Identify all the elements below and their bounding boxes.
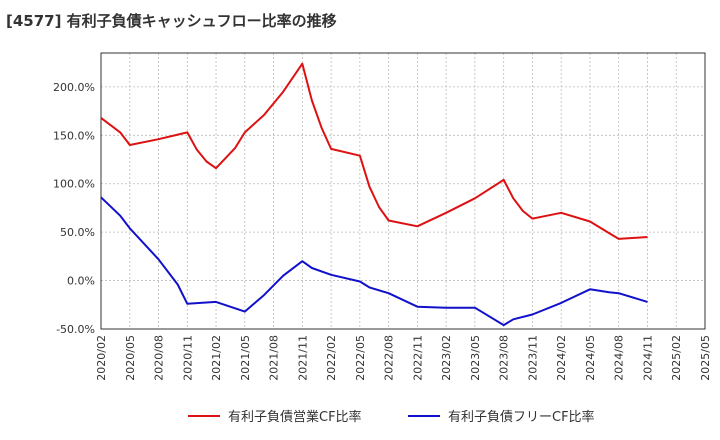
- x-tick-label: 2020/11: [181, 335, 194, 381]
- x-tick-label: 2022/05: [354, 335, 367, 381]
- x-tick-label: 2023/05: [469, 335, 482, 381]
- x-tick-label: 2021/05: [239, 335, 252, 381]
- x-tick-label: 2024/05: [584, 335, 597, 381]
- chart-title: [4577] 有利子負債キャッシュフロー比率の推移: [6, 12, 337, 30]
- plot-frame: [100, 52, 706, 330]
- x-tick-label: 2022/08: [383, 335, 396, 381]
- y-tick-label: 100.0%: [53, 178, 95, 191]
- x-tick-label: 2020/02: [95, 335, 108, 381]
- legend-label-1: 有利子負債フリーCF比率: [448, 409, 595, 425]
- y-tick-label: 0.0%: [67, 275, 95, 288]
- x-tick-label: 2021/02: [210, 335, 223, 381]
- x-tick-label: 2023/08: [498, 335, 511, 381]
- x-tick-label: 2025/02: [670, 335, 683, 381]
- x-tick-label: 2025/05: [699, 335, 712, 381]
- plot-area: [101, 53, 705, 329]
- x-tick-label: 2020/05: [124, 335, 137, 381]
- x-tick-label: 2023/02: [440, 335, 453, 381]
- y-tick-label: 50.0%: [60, 226, 95, 239]
- series-line-0: [100, 62, 648, 240]
- x-tick-label: 2020/08: [153, 335, 166, 381]
- y-tick-label: 150.0%: [53, 129, 95, 142]
- x-tick-label: 2022/11: [411, 335, 424, 381]
- y-tick-label: -50.0%: [56, 323, 95, 336]
- y-tick-label: 200.0%: [53, 81, 95, 94]
- x-tick-label: 2022/02: [325, 335, 338, 381]
- x-tick-label: 2024/02: [555, 335, 568, 381]
- x-tick-label: 2023/11: [526, 335, 539, 381]
- x-tick-label: 2021/08: [268, 335, 281, 381]
- legend-label-0: 有利子負債営業CF比率: [228, 409, 362, 425]
- x-tick-label: 2024/11: [641, 335, 654, 381]
- x-tick-label: 2021/11: [296, 335, 309, 381]
- series-line-1: [100, 196, 648, 327]
- x-tick-label: 2024/08: [613, 335, 626, 381]
